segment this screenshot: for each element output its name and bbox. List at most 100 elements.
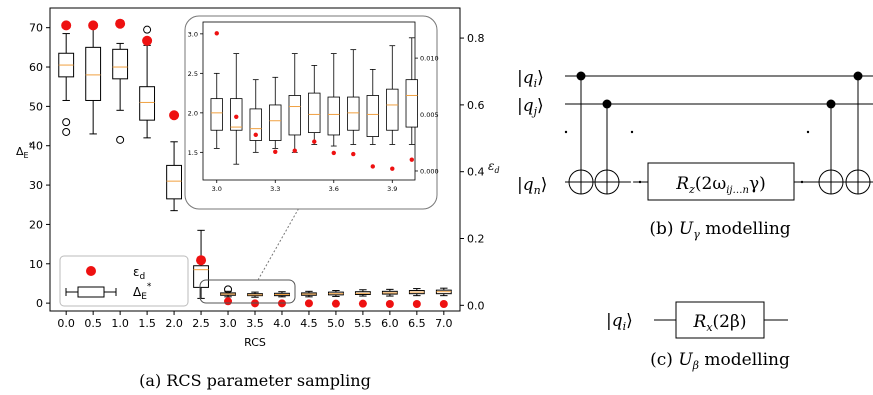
inset-left-tick-label: 3.0 [188,30,198,38]
eps-point-0.5 [88,20,99,31]
right-tick-label: 0.2 [467,233,485,246]
right-axis-label: εd [488,159,500,175]
box-flier [116,135,125,144]
right-tick-label: 0.6 [467,99,485,112]
eps-point-1.0 [115,18,126,29]
box-iqr [210,98,223,131]
right-tick-label: 0.8 [467,32,485,45]
inset-left-tick-label: 2.0 [188,109,198,117]
box-iqr [308,92,321,133]
x-tick-label: 7.0 [435,317,453,330]
inset-eps-point-3.9 [390,166,395,171]
left-tick-label: 40 [29,140,43,153]
caption-b-pre: (b) [649,219,679,239]
left-tick-label: 10 [29,258,43,271]
legend-box-base: Δ [133,285,142,299]
box-3.5 [247,291,263,298]
rx-gate-sub: x [706,321,713,334]
ket-c-sub: i [623,320,627,333]
x-tick-label: 3.5 [246,317,264,330]
inset-eps-point-3.3 [273,149,278,154]
caption-c: (c) Uβ modelling [650,350,790,372]
cnot-j-left [594,99,620,195]
panel-a-chart: 0 10 20 30 40 50 60 70 0.0 0.2 0.4 0.6 0.8 0.0 0.5 1.… [16,7,500,390]
x-axis-label: RCS [244,336,266,349]
ket-qi-q: q [523,68,534,88]
box-0.5 [85,23,102,135]
box-6.5 [408,288,425,297]
x-tick-label: 1.0 [111,317,129,330]
legend-eps-sub: d [140,272,146,282]
ket-qj-q: q [523,96,534,116]
x-tick-label: 5.0 [327,317,345,330]
box-5.0 [328,290,344,297]
inset-left-ticks: 1.5 2.0 2.5 3.0 [188,30,203,157]
inset-eps-point-3.4 [292,148,297,153]
panel-b-circuit: |qi⟩ |qj⟩ |qn⟩ [517,68,873,241]
inset-left-tick-label: 1.5 [188,149,198,157]
box-iqr [193,265,209,288]
cnot-j-right [818,99,844,195]
inset-left-tick-label: 2.5 [188,70,198,78]
box-1.0 [112,42,129,144]
x-tick-label: 6.5 [408,317,426,330]
wire-dots [564,130,810,184]
caption-c-sym: U [678,350,693,370]
x-tick-label: 4.0 [273,317,291,330]
inset-eps-point-3.1 [234,114,239,120]
inset-box-3 [210,72,223,149]
eps-point-0.0 [61,20,72,31]
cnot-i-left [568,71,594,195]
rz-gate-arg-pre: (2ω [695,174,726,194]
box-4.5 [301,290,317,298]
inset-x-tick-label: 3.6 [329,185,339,193]
left-tick-label: 70 [29,22,43,35]
left-tick-label: 60 [29,61,43,74]
left-tick-label: 0 [36,297,43,310]
inset-x-tick-label: 3.3 [270,185,280,193]
inset-eps-point-3 [214,31,219,36]
left-tick-label: 50 [29,100,43,113]
inset-right-tick-label: 0.005 [420,111,439,119]
panel-c-circuit: |qi⟩ Rx(2β) (c) Uβ modelling [606,301,790,372]
caption-c-post: modelling [699,350,790,370]
caption-c-pre: (c) [650,350,678,370]
inset-eps-series [214,31,414,171]
legend-eps-label: εd [133,265,145,282]
inset-box-series [210,37,418,165]
legend: εd ΔE* [59,255,189,307]
eps-point-6.5 [412,299,421,308]
caption-c-sub: β [692,359,699,372]
box-iqr [347,96,360,131]
inset-box-4 [405,37,418,145]
ket-c-q: q [612,311,623,331]
caption-b: (b) Uγ modelling [649,219,790,241]
box-flier [143,25,152,34]
rz-gate-box [647,162,795,201]
eps-point-5.5 [358,299,367,308]
box-flier [224,285,233,294]
x-axis-ticks: 0.0 0.5 1.0 1.5 2.0 2.5 3.0 3.5 4.0 4.5 5.0 5.5 6.0 6… [57,311,453,330]
box-iqr [288,95,301,136]
caption-b-sub: γ [693,228,700,241]
box-iqr [85,46,102,101]
inset-box-3.6 [327,53,340,147]
box-iqr [327,96,340,136]
left-tick-label: 20 [29,218,43,231]
rz-gate-label: Rz(2ωij…nγ) [675,174,765,196]
box-iqr [249,108,262,141]
left-axis-label-base: Δ [16,145,24,158]
inset-eps-point-3.8 [370,164,375,169]
left-axis-label: ΔE* [16,141,33,160]
eps-point-5.0 [331,299,340,308]
right-tick-label: 0.4 [467,166,485,179]
left-tick-label: 30 [29,179,43,192]
rz-gate-r: R [675,174,689,194]
box-iqr [366,95,379,137]
rz-gate-arg-post: γ) [749,174,766,194]
rx-gate-box [675,301,765,339]
box-3.0 [220,285,236,298]
box-iqr [112,48,129,80]
box-5.5 [354,289,371,297]
